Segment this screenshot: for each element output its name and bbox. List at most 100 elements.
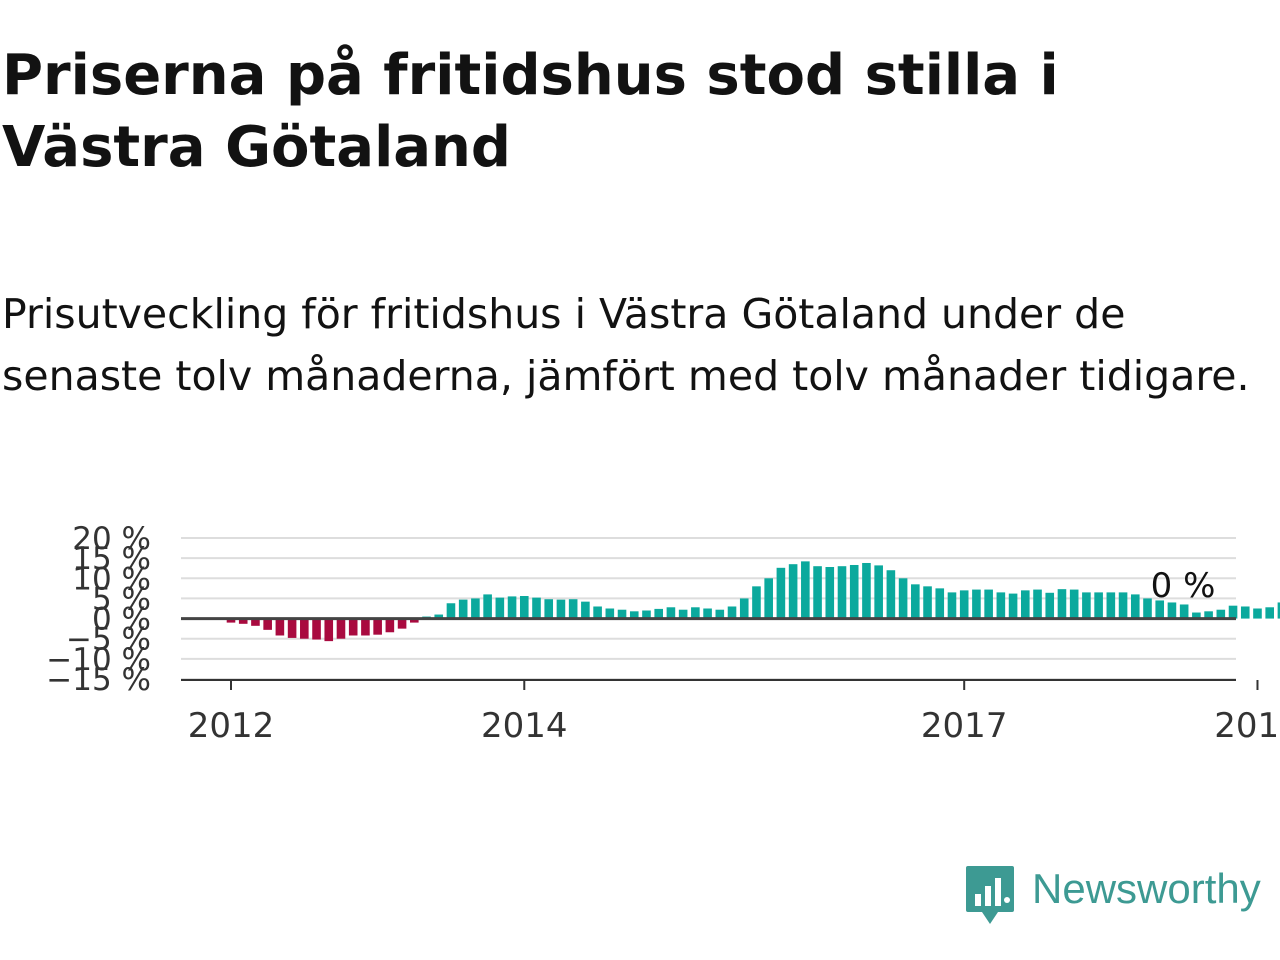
y-tick-label: 0 % bbox=[92, 602, 151, 638]
bar bbox=[361, 618, 370, 636]
x-tick-label: 2014 bbox=[481, 706, 568, 746]
bar bbox=[947, 592, 957, 619]
bar bbox=[1228, 605, 1238, 619]
x-tick-label: 2017 bbox=[921, 706, 1008, 746]
bar bbox=[238, 618, 248, 624]
bar bbox=[1240, 606, 1250, 619]
bar-chart: 20 %15 %10 %5 %0 %−5 %−10 %−15 % 2012 201… bbox=[46, 521, 1280, 746]
bar bbox=[813, 566, 822, 619]
x-tick-label: 2012 bbox=[188, 706, 275, 746]
bar bbox=[886, 570, 896, 619]
bar bbox=[1118, 592, 1128, 619]
bar bbox=[1192, 612, 1201, 619]
bar bbox=[312, 618, 321, 640]
bar bbox=[410, 618, 419, 623]
bar bbox=[996, 592, 1006, 619]
newsworthy-icon bbox=[966, 866, 1014, 924]
bar bbox=[617, 609, 627, 619]
bar bbox=[727, 606, 737, 619]
bar bbox=[275, 618, 285, 636]
y-tick-label: −5 % bbox=[66, 622, 151, 658]
bar bbox=[739, 598, 749, 619]
chart-subtitle: Prisutveckling för fritidshus i Västra G… bbox=[2, 290, 1250, 400]
brand-name: Newsworthy bbox=[1032, 865, 1261, 912]
bar bbox=[837, 566, 847, 619]
bar bbox=[984, 589, 993, 619]
chart-title: Priserna på fritidshus stod stilla i Väs… bbox=[2, 43, 1059, 180]
bar bbox=[666, 607, 676, 619]
bar bbox=[251, 618, 260, 626]
bar bbox=[605, 608, 615, 619]
bar bbox=[287, 618, 297, 638]
bar bbox=[1069, 589, 1079, 619]
bar bbox=[1216, 609, 1226, 619]
bar bbox=[1253, 608, 1262, 619]
bar bbox=[629, 611, 639, 619]
bar bbox=[691, 607, 700, 619]
bar bbox=[593, 606, 602, 619]
bar bbox=[1045, 592, 1055, 619]
bar bbox=[849, 564, 859, 619]
bar bbox=[788, 564, 798, 619]
bar bbox=[923, 586, 932, 619]
bar bbox=[1155, 600, 1165, 619]
bar bbox=[1008, 593, 1018, 619]
y-tick-label: −15 % bbox=[46, 662, 151, 698]
bar bbox=[483, 594, 492, 619]
bar bbox=[752, 586, 761, 619]
bar bbox=[1094, 592, 1103, 619]
bar bbox=[1106, 592, 1116, 619]
bar bbox=[581, 601, 590, 619]
bar bbox=[324, 618, 334, 642]
bar bbox=[1057, 589, 1067, 619]
x-tick-label: 2019 bbox=[1214, 706, 1280, 746]
bar bbox=[397, 618, 407, 629]
bar bbox=[959, 590, 969, 619]
bar bbox=[385, 618, 395, 633]
bar bbox=[1143, 598, 1152, 619]
bar-series bbox=[181, 561, 1280, 642]
bar bbox=[715, 609, 725, 619]
bar bbox=[446, 603, 456, 619]
bar bbox=[532, 597, 541, 619]
bar bbox=[764, 578, 773, 619]
bar bbox=[911, 584, 920, 619]
bar bbox=[825, 567, 835, 619]
bar bbox=[678, 609, 688, 619]
bar bbox=[348, 618, 358, 636]
y-tick-label: 10 % bbox=[72, 561, 151, 597]
bar bbox=[300, 618, 309, 639]
bar bbox=[1265, 607, 1274, 619]
newsworthy-logo: Newsworthy bbox=[964, 864, 1261, 926]
bar bbox=[1082, 592, 1091, 619]
bar bbox=[972, 589, 981, 619]
bar bbox=[898, 578, 908, 619]
bar bbox=[336, 618, 346, 639]
y-tick-label: 20 % bbox=[72, 521, 151, 557]
bar bbox=[1204, 611, 1213, 619]
bar bbox=[935, 588, 945, 619]
bar bbox=[373, 618, 382, 635]
bar bbox=[507, 596, 517, 619]
bar bbox=[226, 618, 236, 623]
y-axis-labels: 20 %15 %10 %5 %0 %−5 %−10 %−15 % bbox=[46, 521, 151, 698]
bar bbox=[1130, 594, 1140, 619]
bar bbox=[1179, 604, 1189, 619]
bar bbox=[556, 599, 566, 619]
bar bbox=[519, 596, 529, 619]
bar bbox=[434, 614, 444, 619]
bar bbox=[544, 599, 554, 619]
bar bbox=[862, 562, 871, 619]
bar bbox=[654, 608, 663, 619]
last-value-label: 0 % bbox=[1151, 566, 1216, 606]
bar bbox=[471, 598, 480, 619]
y-tick-label: 5 % bbox=[92, 581, 151, 617]
y-tick-label: 15 % bbox=[72, 541, 151, 577]
x-axis: 201220142017201920222024 bbox=[181, 679, 1280, 746]
bar bbox=[458, 599, 468, 619]
bar bbox=[1033, 589, 1042, 619]
bar bbox=[568, 599, 578, 619]
bar bbox=[263, 618, 272, 630]
bar bbox=[495, 597, 505, 619]
y-tick-label: −10 % bbox=[46, 642, 151, 678]
